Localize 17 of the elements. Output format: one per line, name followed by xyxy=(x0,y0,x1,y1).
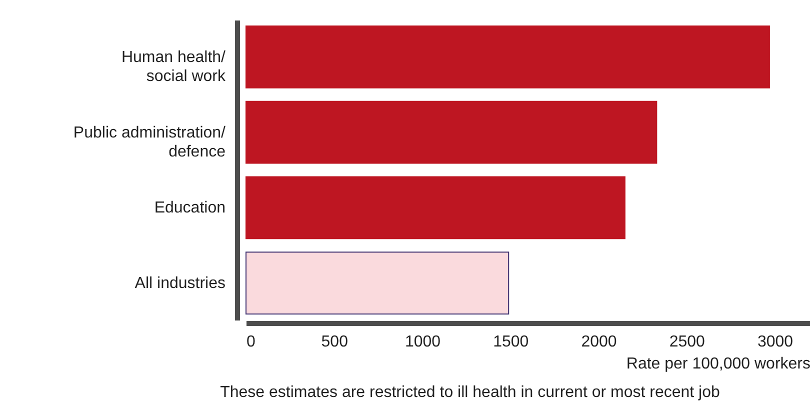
bar xyxy=(246,252,510,314)
y-tick-label: Public administration/ defence xyxy=(73,124,226,160)
x-tick-label: 3000 xyxy=(757,334,794,350)
x-tick-label: 0 xyxy=(246,334,256,350)
y-tick-label: Education xyxy=(154,200,226,217)
x-tick-label: 1000 xyxy=(404,334,441,350)
y-tick-label: All industries xyxy=(134,275,226,292)
x-axis-title: Rate per 100,000 workers xyxy=(626,356,810,372)
x-tick-label: 2500 xyxy=(669,334,706,350)
y-tick-label: Human health/ social work xyxy=(121,48,226,85)
bar xyxy=(246,26,770,88)
x-tick-label: 1500 xyxy=(493,334,529,350)
bar xyxy=(246,176,626,240)
bar xyxy=(246,100,658,164)
x-tick-label: 500 xyxy=(321,334,348,350)
text: These estimates are restricted to ill health in current or most recent job xyxy=(219,384,721,402)
x-tick-label: 2000 xyxy=(581,334,617,350)
